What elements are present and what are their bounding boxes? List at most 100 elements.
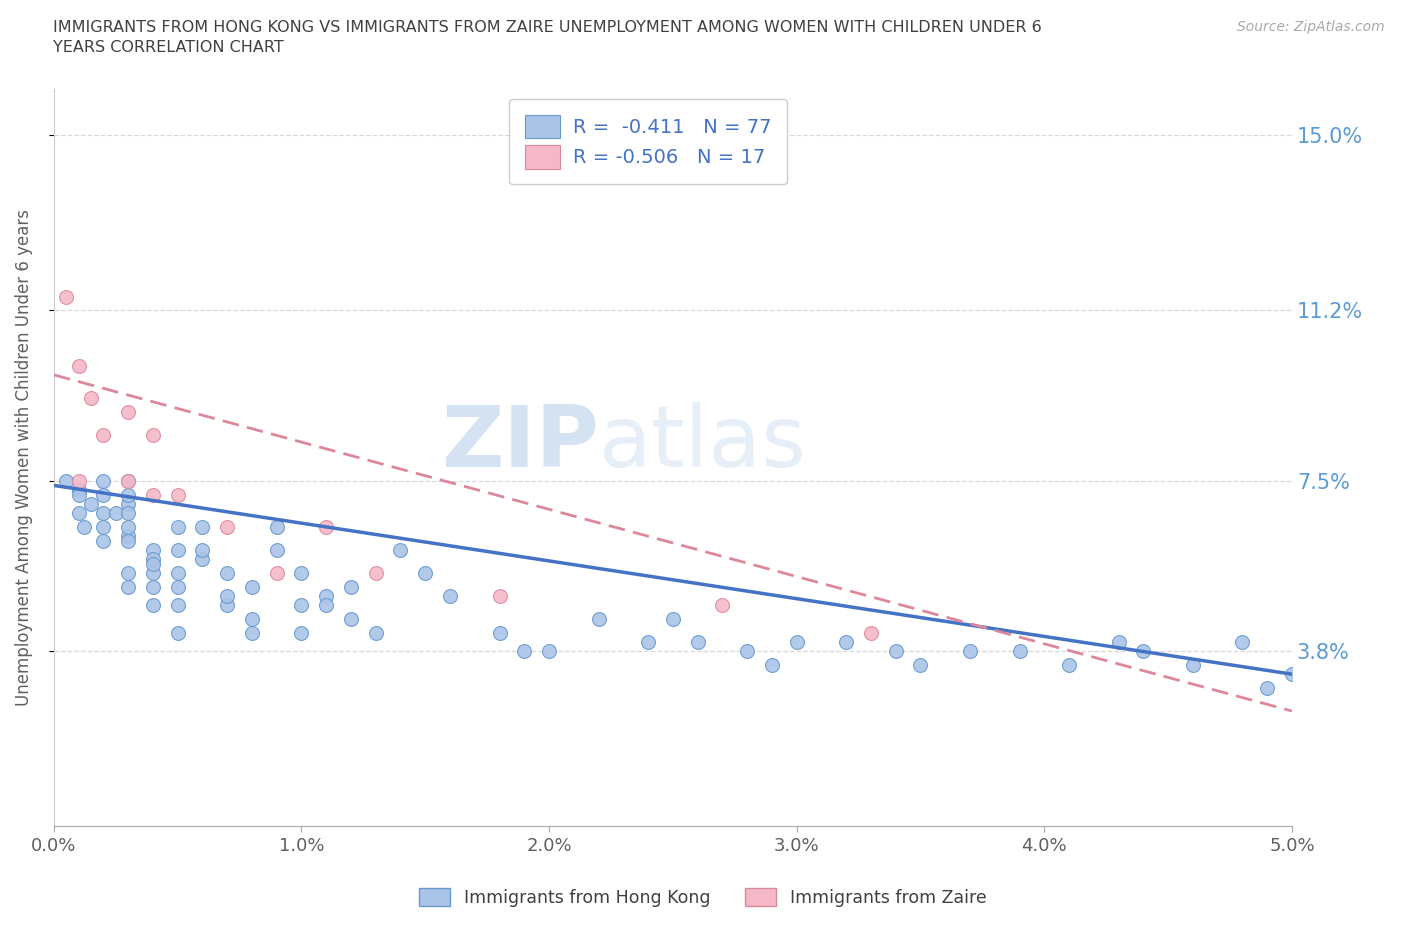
Point	[959, 644, 981, 658]
Point	[80, 391, 103, 405]
Point	[217, 598, 239, 613]
Point	[1256, 681, 1278, 696]
Point	[315, 589, 337, 604]
Point	[266, 565, 288, 580]
Point	[786, 634, 808, 649]
Point	[315, 519, 337, 534]
Point	[117, 528, 139, 543]
Point	[166, 542, 188, 557]
Point	[67, 473, 90, 488]
Point	[117, 473, 139, 488]
Point	[686, 634, 709, 649]
Point	[389, 542, 412, 557]
Point	[67, 483, 90, 498]
Point	[340, 612, 363, 627]
Legend: R =  -0.411   N = 77, R = -0.506   N = 17: R = -0.411 N = 77, R = -0.506 N = 17	[509, 100, 787, 184]
Point	[735, 644, 758, 658]
Point	[80, 497, 103, 512]
Point	[142, 551, 165, 566]
Point	[117, 473, 139, 488]
Point	[117, 497, 139, 512]
Point	[1057, 658, 1080, 672]
Point	[166, 625, 188, 640]
Point	[93, 533, 115, 548]
Point	[67, 358, 90, 373]
Point	[910, 658, 932, 672]
Point	[1008, 644, 1031, 658]
Point	[117, 565, 139, 580]
Point	[439, 589, 461, 604]
Point	[266, 542, 288, 557]
Point	[1132, 644, 1154, 658]
Point	[166, 598, 188, 613]
Point	[67, 506, 90, 521]
Point	[1181, 658, 1204, 672]
Point	[142, 565, 165, 580]
Point	[55, 289, 77, 304]
Point	[117, 405, 139, 419]
Point	[588, 612, 610, 627]
Point	[1232, 634, 1254, 649]
Point	[290, 598, 312, 613]
Point	[637, 634, 659, 649]
Point	[117, 487, 139, 502]
Point	[217, 565, 239, 580]
Point	[166, 565, 188, 580]
Point	[364, 565, 387, 580]
Point	[290, 565, 312, 580]
Point	[315, 598, 337, 613]
Point	[488, 589, 510, 604]
Point	[340, 579, 363, 594]
Point	[142, 579, 165, 594]
Point	[761, 658, 783, 672]
Text: IMMIGRANTS FROM HONG KONG VS IMMIGRANTS FROM ZAIRE UNEMPLOYMENT AMONG WOMEN WITH: IMMIGRANTS FROM HONG KONG VS IMMIGRANTS …	[53, 20, 1042, 35]
Text: Source: ZipAtlas.com: Source: ZipAtlas.com	[1237, 20, 1385, 34]
Point	[217, 589, 239, 604]
Point	[513, 644, 536, 658]
Point	[142, 427, 165, 442]
Point	[835, 634, 858, 649]
Point	[711, 598, 734, 613]
Point	[191, 542, 214, 557]
Point	[1281, 667, 1303, 682]
Point	[191, 519, 214, 534]
Point	[488, 625, 510, 640]
Point	[538, 644, 561, 658]
Point	[67, 487, 90, 502]
Point	[240, 612, 263, 627]
Legend: Immigrants from Hong Kong, Immigrants from Zaire: Immigrants from Hong Kong, Immigrants fr…	[412, 882, 994, 914]
Point	[191, 551, 214, 566]
Text: YEARS CORRELATION CHART: YEARS CORRELATION CHART	[53, 40, 284, 55]
Point	[104, 506, 127, 521]
Point	[93, 473, 115, 488]
Point	[93, 427, 115, 442]
Point	[884, 644, 907, 658]
Point	[266, 519, 288, 534]
Point	[93, 519, 115, 534]
Point	[117, 519, 139, 534]
Point	[117, 506, 139, 521]
Point	[166, 579, 188, 594]
Text: atlas: atlas	[599, 402, 807, 485]
Point	[217, 519, 239, 534]
Text: ZIP: ZIP	[441, 402, 599, 485]
Point	[240, 625, 263, 640]
Point	[166, 487, 188, 502]
Point	[117, 533, 139, 548]
Point	[55, 473, 77, 488]
Point	[290, 625, 312, 640]
Point	[364, 625, 387, 640]
Point	[93, 506, 115, 521]
Y-axis label: Unemployment Among Women with Children Under 6 years: Unemployment Among Women with Children U…	[15, 209, 32, 706]
Point	[142, 542, 165, 557]
Point	[142, 598, 165, 613]
Point	[142, 487, 165, 502]
Point	[413, 565, 436, 580]
Point	[142, 556, 165, 571]
Point	[72, 519, 94, 534]
Point	[1108, 634, 1130, 649]
Point	[240, 579, 263, 594]
Point	[662, 612, 685, 627]
Point	[117, 579, 139, 594]
Point	[859, 625, 882, 640]
